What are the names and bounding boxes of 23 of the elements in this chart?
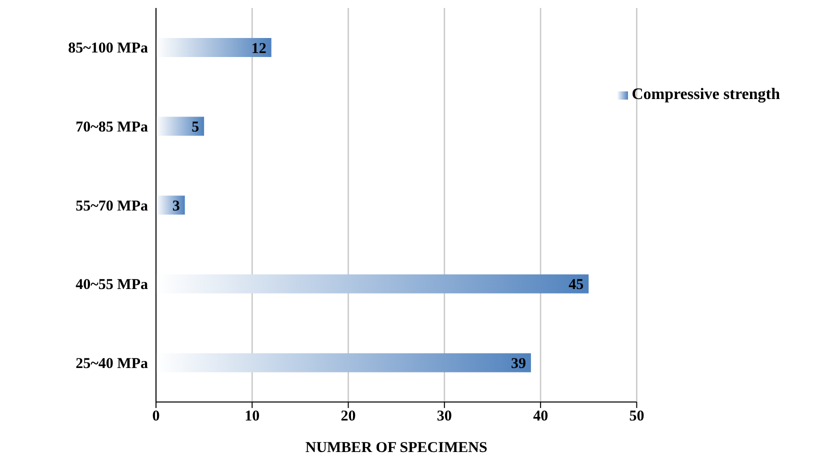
x-tick-label: 0 (152, 408, 160, 425)
bar (156, 116, 204, 136)
data-label: 5 (192, 120, 200, 136)
data-label: 3 (172, 198, 180, 214)
y-tick-label: 40~55 MPa (76, 277, 148, 294)
legend-label: Compressive strength (632, 86, 780, 103)
data-label: 12 (251, 40, 266, 57)
bar (156, 353, 531, 372)
y-tick-label: 70~85 MPa (76, 120, 148, 136)
x-tick-label: 50 (629, 408, 644, 425)
y-tick-label: 25~40 MPa (76, 356, 148, 372)
data-label: 45 (568, 277, 584, 294)
y-tick-label: 55~70 MPa (76, 198, 148, 214)
x-tick-label: 30 (436, 408, 452, 425)
x-tick-label: 40 (533, 408, 548, 425)
x-tick-label: 10 (244, 408, 260, 425)
data-label: 39 (510, 356, 526, 372)
x-tick-label: 20 (340, 408, 356, 425)
y-tick-label: 85~100 MPa (68, 40, 148, 57)
x-axis-title: NUMBER OF SPECIMENS (305, 440, 488, 456)
bar (156, 196, 185, 215)
bar (156, 38, 272, 57)
bar (156, 274, 589, 294)
